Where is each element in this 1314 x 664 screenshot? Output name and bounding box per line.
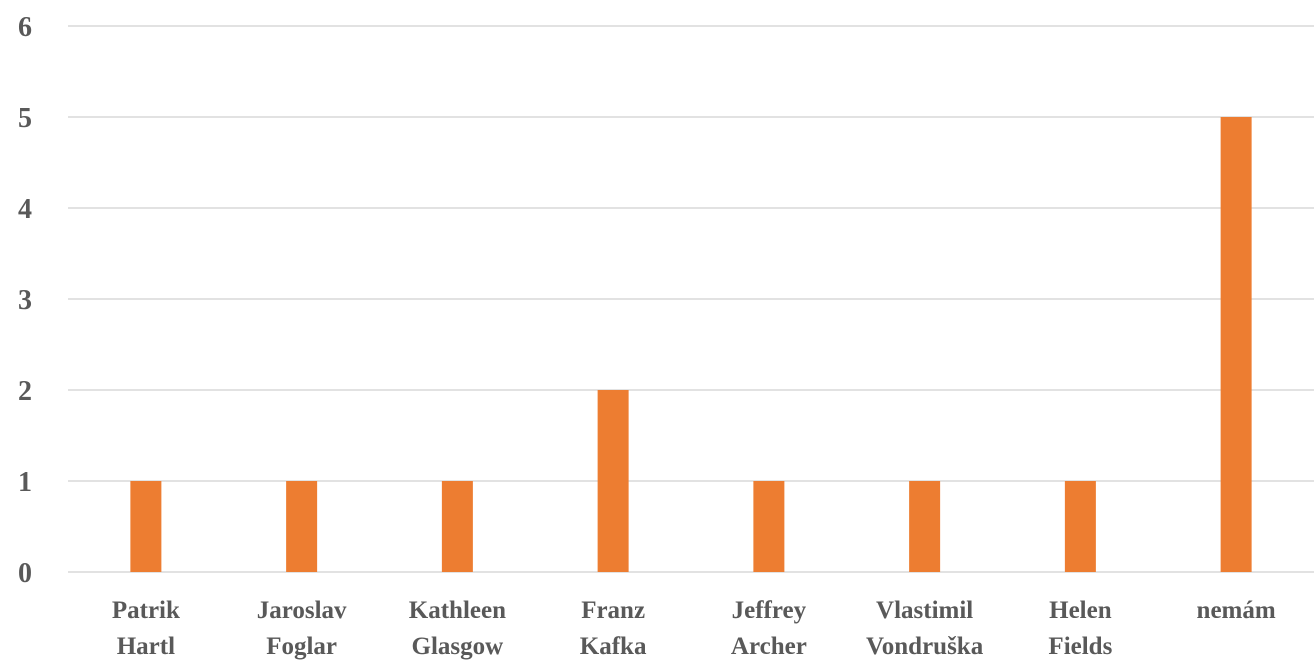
x-tick-label-line: Patrik [112, 597, 180, 624]
bars [130, 117, 1252, 572]
x-tick-label-line: Foglar [266, 633, 337, 660]
y-tick-label: 5 [18, 103, 32, 134]
bar [753, 481, 785, 572]
x-tick-label-line: Jaroslav [257, 597, 347, 624]
bar [597, 390, 629, 572]
x-tick-label-line: Kafka [580, 633, 647, 660]
x-tick-label: Kathleen Glasgow [409, 597, 506, 660]
y-tick-label: 3 [18, 285, 32, 316]
bar [1064, 481, 1096, 572]
y-tick-label: 1 [18, 467, 32, 498]
x-tick-label-line: Fields [1048, 633, 1112, 660]
x-tick-label-line: Archer [731, 633, 807, 660]
bar [909, 481, 941, 572]
x-tick-label: Franz Kafka [580, 597, 647, 660]
x-tick-label-line: Kathleen [409, 597, 506, 624]
x-tick-label-line: Vondruška [866, 633, 984, 660]
bar [441, 481, 473, 572]
x-tick-label: Helen Fields [1048, 597, 1112, 660]
y-tick-label: 4 [18, 194, 32, 225]
x-tick-label: Jaroslav Foglar [257, 597, 347, 660]
x-tick-label-line: Hartl [117, 633, 175, 660]
y-tick-label: 2 [18, 376, 32, 407]
x-tick-label: Patrik Hartl [112, 597, 180, 660]
x-tick-label: nemám [1197, 597, 1276, 624]
x-tick-label-line: Jeffrey [732, 597, 807, 624]
gridlines [68, 25, 1314, 573]
x-tick-label: Jeffrey Archer [731, 597, 807, 660]
x-tick-label-line: Helen [1049, 597, 1112, 624]
y-tick-label: 0 [18, 558, 32, 589]
x-tick-label-line: Franz [581, 597, 645, 624]
x-tick-label-line: Vlastimil [876, 597, 973, 624]
y-axis-tick-labels: 0 1 2 3 4 5 6 [18, 12, 32, 589]
bar [1220, 117, 1252, 572]
x-tick-label-line: nemám [1197, 597, 1276, 624]
x-tick-label: Vlastimil Vondruška [866, 597, 984, 660]
bar [130, 481, 162, 572]
x-axis-tick-labels: Patrik Hartl Jaroslav Foglar Kathleen Glasgow… [112, 597, 1276, 660]
x-tick-label-line: Glasgow [412, 633, 504, 660]
y-tick-label: 6 [18, 12, 32, 43]
bar [286, 481, 318, 572]
